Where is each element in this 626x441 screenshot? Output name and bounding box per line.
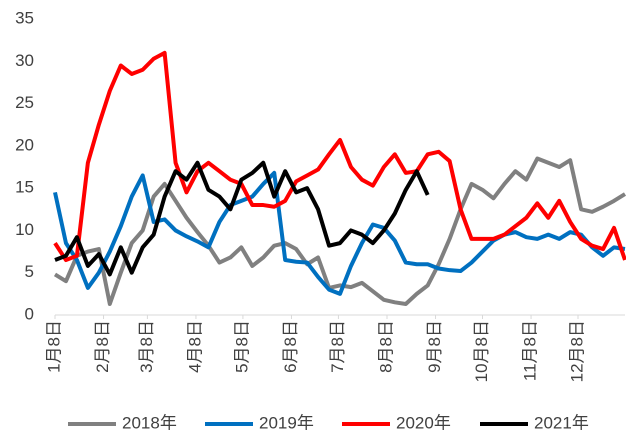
x-tick-label: 8月8日	[376, 320, 395, 373]
y-tick-label: 15	[15, 178, 34, 197]
legend-label: 2021年	[534, 413, 589, 432]
series-line	[53, 170, 626, 296]
x-tick-label: 7月8日	[328, 320, 347, 373]
x-tick-label: 4月8日	[185, 320, 204, 373]
x-tick-label: 5月8日	[232, 320, 251, 373]
y-tick-label: 35	[15, 8, 34, 27]
x-tick-label: 11月8日	[521, 320, 540, 381]
series-line	[54, 160, 430, 277]
legend-label: 2020年	[396, 413, 451, 432]
y-tick-label: 10	[15, 220, 34, 239]
legend-label: 2019年	[259, 413, 314, 432]
x-tick-label: 2月8日	[93, 320, 112, 373]
x-tick-label: 9月8日	[425, 320, 444, 373]
x-tick-label: 10月8日	[472, 320, 491, 382]
x-tick-label: 12月8日	[568, 320, 587, 382]
x-tick-label: 6月8日	[281, 320, 300, 373]
legend-label: 2018年	[122, 413, 177, 432]
x-tick-label: 3月8日	[137, 320, 156, 373]
series-line	[53, 50, 626, 263]
x-tick-label: 1月8日	[44, 320, 63, 373]
y-tick-label: 20	[15, 135, 34, 154]
y-tick-label: 25	[15, 93, 34, 112]
y-tick-label: 0	[25, 304, 34, 323]
y-tick-label: 5	[25, 262, 34, 281]
y-tick-label: 30	[15, 51, 34, 70]
